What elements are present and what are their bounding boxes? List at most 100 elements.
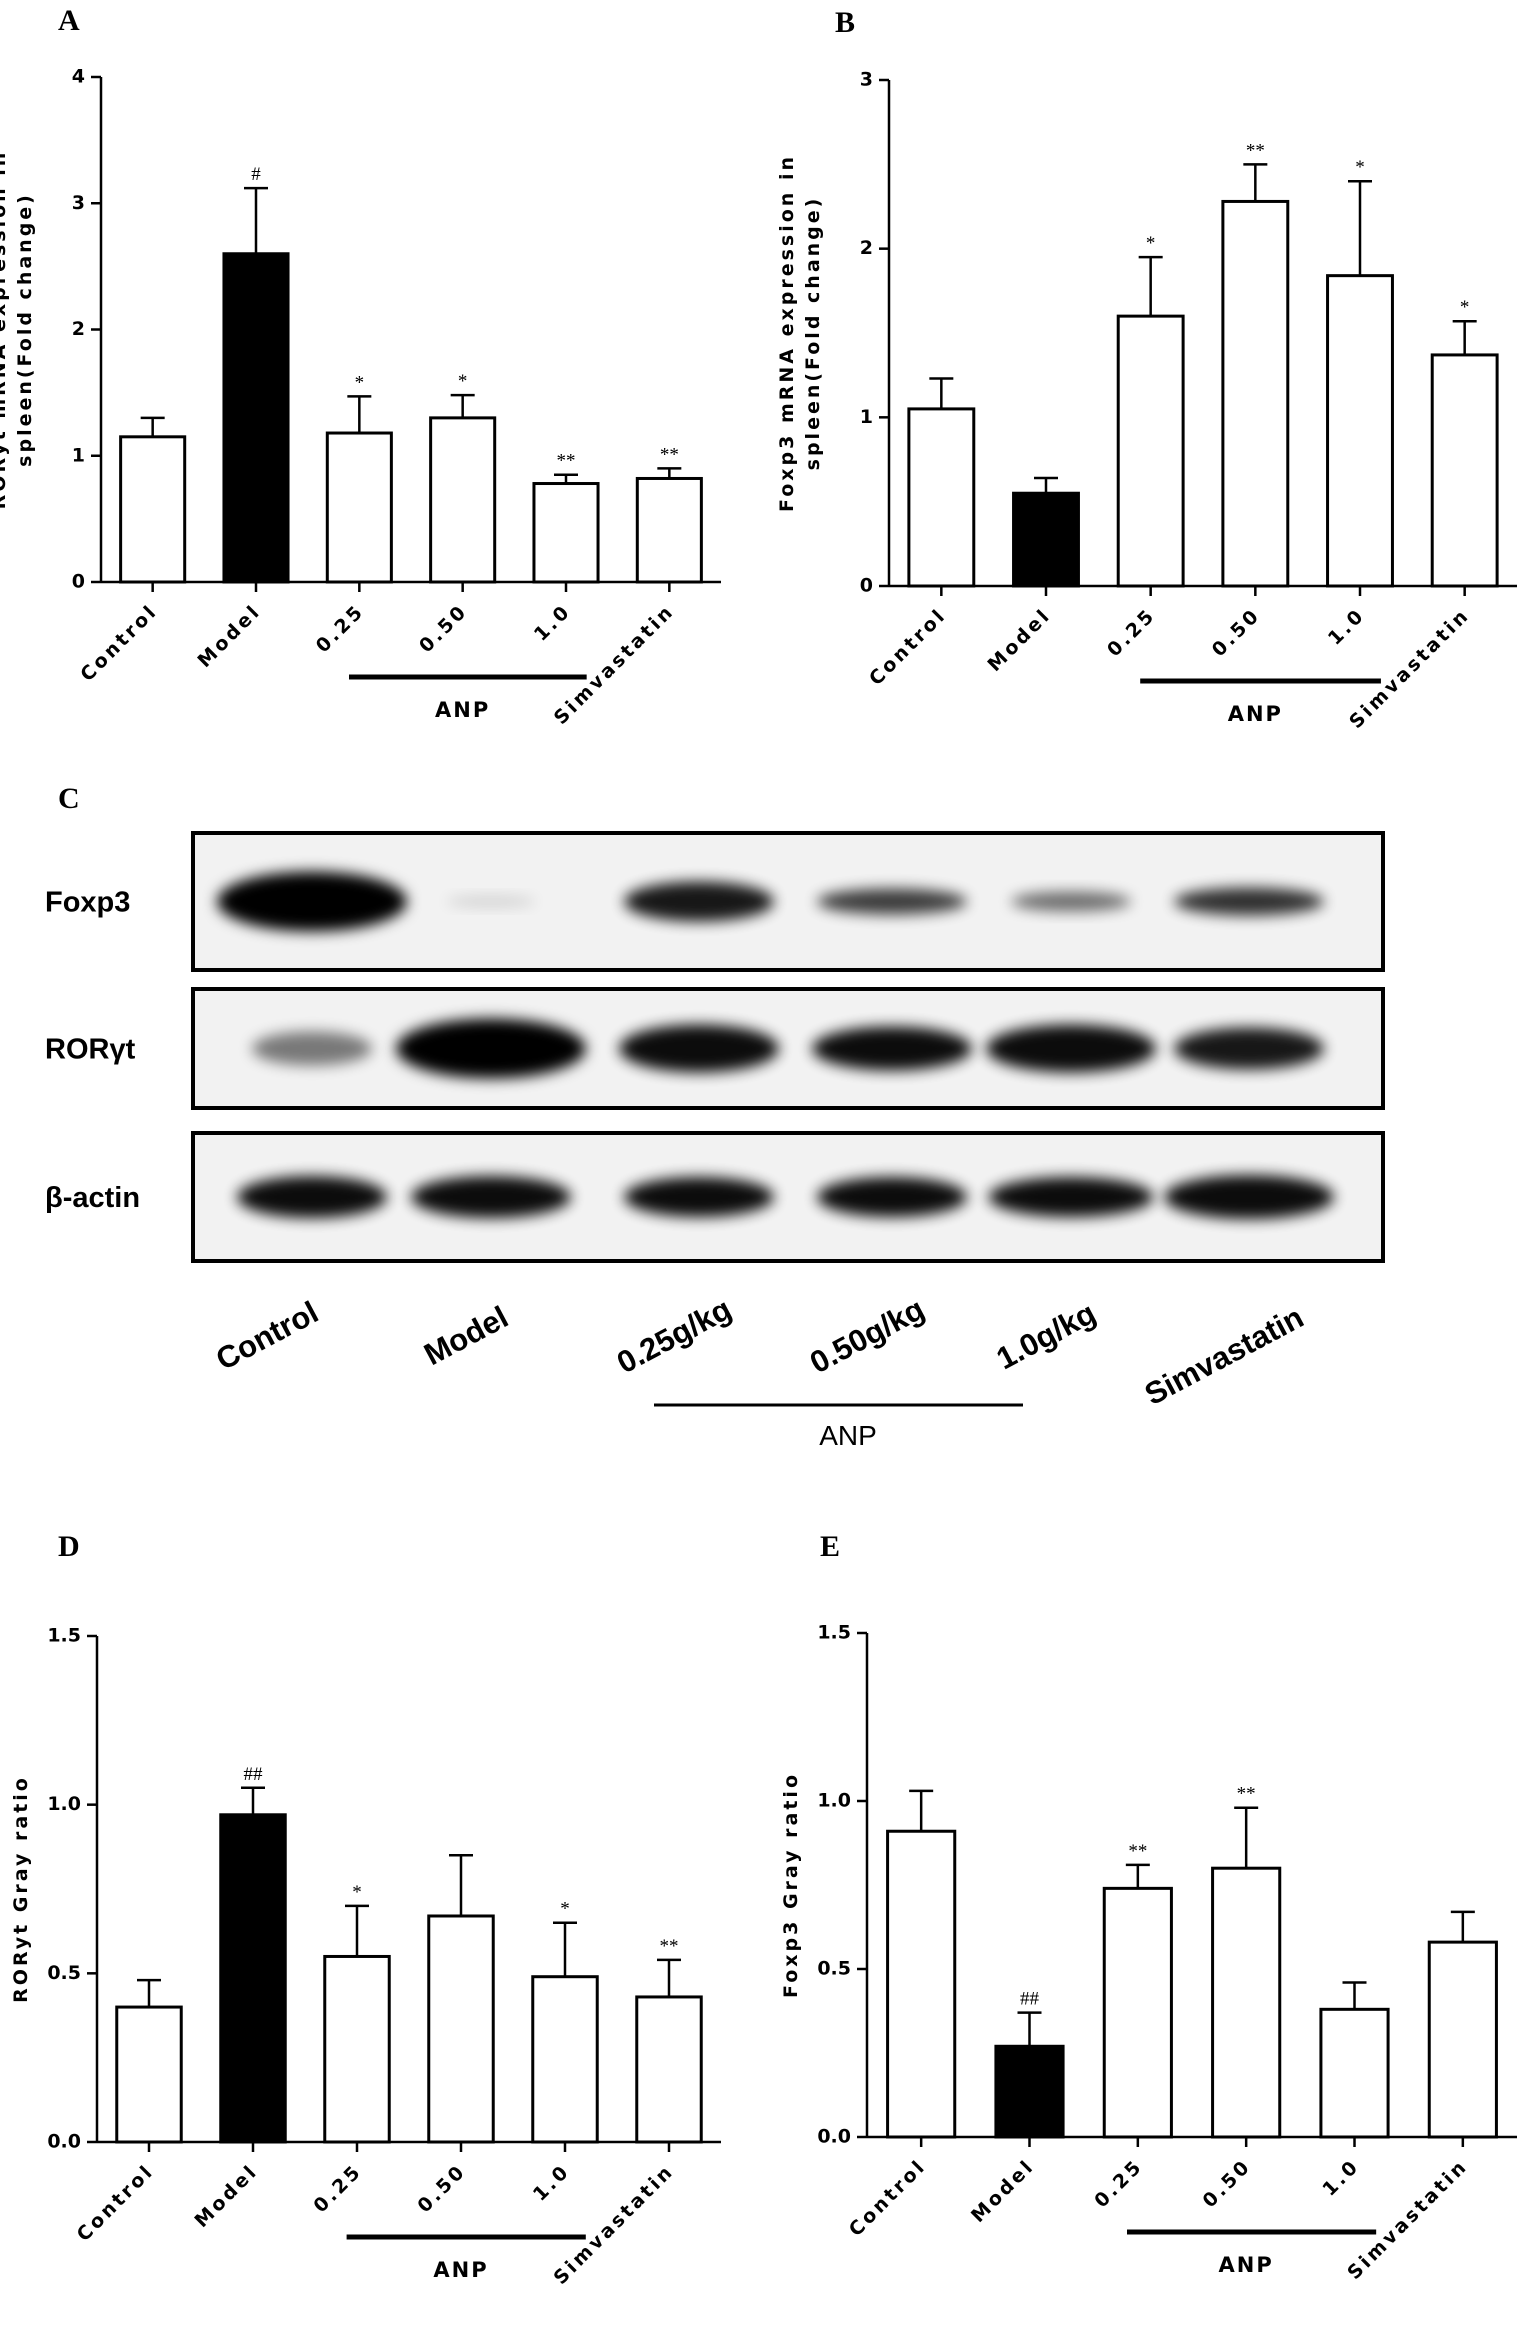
y-axis-label: RORyt Gray ratio xyxy=(10,1775,32,2003)
y-tick-label: 3 xyxy=(72,192,85,214)
significance-label: * xyxy=(1146,233,1156,254)
x-tick-label: Control xyxy=(845,2155,931,2241)
bar xyxy=(429,416,497,584)
y-tick-label: 4 xyxy=(72,66,85,88)
blot-lane-label: Control xyxy=(210,1294,324,1377)
bar xyxy=(1102,1886,1173,2139)
x-tick-label: 0.25 xyxy=(312,600,369,657)
y-tick-label: 1.5 xyxy=(47,1625,81,1647)
significance-label: ** xyxy=(1237,1784,1256,1805)
bar xyxy=(323,1954,391,2144)
y-tick-label: 1 xyxy=(860,406,873,428)
x-tick-label: Model xyxy=(983,604,1055,676)
bar xyxy=(1116,314,1185,588)
blot-band xyxy=(396,1018,586,1079)
significance-label: * xyxy=(1460,297,1470,318)
bar xyxy=(635,476,703,584)
y-tick-label: 0 xyxy=(72,571,85,593)
bar xyxy=(1430,353,1499,588)
panel-label: A xyxy=(58,4,80,37)
x-tick-label: Simvastatin xyxy=(1343,2155,1472,2284)
y-tick-label: 2 xyxy=(72,318,85,340)
blot-band xyxy=(217,871,407,932)
group-label: ANP xyxy=(819,1420,877,1451)
blot-row-label: RORγt xyxy=(45,1034,136,1066)
blot-band xyxy=(817,888,967,915)
significance-label: # xyxy=(251,164,261,185)
blot-band xyxy=(624,1177,774,1217)
bar xyxy=(531,1975,599,2144)
bar xyxy=(532,482,600,584)
bar xyxy=(1319,2007,1390,2139)
blot-lane-label: Simvastatin xyxy=(1139,1299,1309,1412)
y-tick-label: 1 xyxy=(72,444,85,466)
significance-label: ## xyxy=(1020,1989,1040,2010)
significance-label: * xyxy=(560,1899,570,1920)
blot-band xyxy=(986,1024,1156,1073)
y-tick-label: 0.0 xyxy=(47,2131,81,2153)
bar xyxy=(222,252,290,584)
significance-label: ## xyxy=(244,1764,264,1785)
y-tick-label: 0.5 xyxy=(47,1962,81,1984)
x-tick-label: 0.25 xyxy=(1090,2155,1147,2212)
y-axis-label: Foxp3 Gray ratio xyxy=(780,1772,802,1998)
blot-band xyxy=(446,895,536,908)
significance-label: * xyxy=(458,371,468,392)
bar xyxy=(1012,491,1080,588)
y-tick-label: 3 xyxy=(860,69,873,91)
y-tick-label: 2 xyxy=(860,237,873,259)
y-axis-label: spleen(Fold change) xyxy=(802,196,824,471)
blot-band xyxy=(817,1177,967,1217)
x-tick-label: 0.50 xyxy=(413,2160,470,2217)
blot-band xyxy=(619,1024,779,1073)
y-axis-label: RORyt mRNA expression in xyxy=(0,150,10,510)
significance-label: ** xyxy=(557,451,576,472)
bar xyxy=(219,1813,287,2144)
panel-label: D xyxy=(58,1530,80,1563)
x-tick-label: 0.50 xyxy=(1199,2155,1256,2212)
blot-band xyxy=(1174,1027,1324,1070)
bar xyxy=(1211,1866,1282,2139)
group-label: ANP xyxy=(1228,702,1283,726)
bar xyxy=(325,431,393,584)
x-tick-label: 1.0 xyxy=(1324,604,1370,650)
significance-label: ** xyxy=(1246,140,1265,161)
blot-band xyxy=(1011,891,1131,912)
bar xyxy=(1326,274,1394,588)
x-tick-label: 0.50 xyxy=(415,600,472,657)
blot-band xyxy=(411,1176,571,1218)
x-tick-label: Control xyxy=(76,600,162,686)
bar xyxy=(1427,1940,1498,2139)
x-tick-label: Control xyxy=(73,2160,159,2246)
bar xyxy=(1221,199,1290,588)
y-tick-label: 1.0 xyxy=(817,1790,851,1812)
blot-row-label: Foxp3 xyxy=(45,887,130,919)
blot-lane-label: 0.25g/kg xyxy=(611,1291,737,1380)
bar xyxy=(994,2044,1065,2139)
y-tick-label: 0 xyxy=(860,575,873,597)
significance-label: * xyxy=(355,372,365,393)
bar xyxy=(886,1829,957,2139)
x-tick-label: 0.25 xyxy=(1103,604,1160,661)
blot-band xyxy=(624,881,774,922)
blot-row-label: β-actin xyxy=(45,1182,140,1214)
y-tick-label: 0.5 xyxy=(817,1958,851,1980)
x-tick-label: Control xyxy=(865,604,951,690)
x-tick-label: Model xyxy=(967,2155,1039,2227)
blot-band xyxy=(1174,887,1324,916)
blot-band xyxy=(1164,1175,1334,1219)
panel-label: B xyxy=(835,6,855,39)
x-tick-label: 0.50 xyxy=(1208,604,1265,661)
x-tick-label: 0.25 xyxy=(309,2160,366,2217)
significance-label: * xyxy=(352,1882,362,1903)
group-label: ANP xyxy=(435,698,490,722)
x-tick-label: 1.0 xyxy=(529,2160,575,2206)
y-tick-label: 0.0 xyxy=(817,2126,851,2148)
blot-band xyxy=(252,1031,372,1066)
x-tick-label: Model xyxy=(190,2160,262,2232)
bar xyxy=(115,2005,183,2144)
y-axis-label: spleen(Fold change) xyxy=(14,192,36,467)
bar xyxy=(427,1914,495,2144)
